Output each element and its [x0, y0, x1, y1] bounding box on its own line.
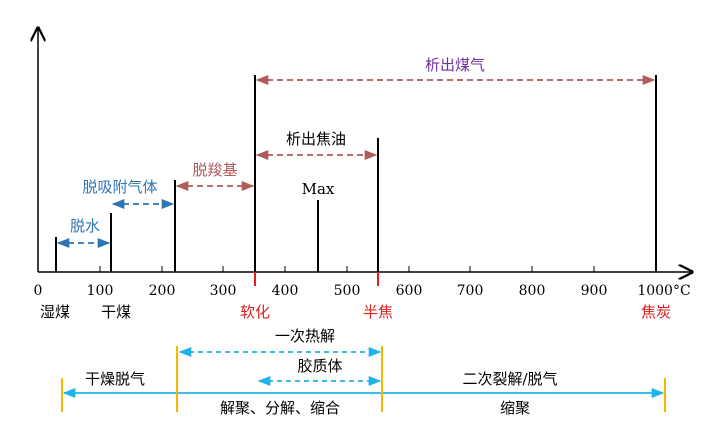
top-arrows — [56, 74, 656, 249]
stage-label: 脱水 — [70, 217, 100, 235]
max-label: Max — [302, 180, 335, 198]
tick-label: 500 — [334, 283, 361, 299]
state-label: 湿煤 — [40, 303, 70, 321]
state-label: 干煤 — [101, 303, 131, 321]
stage-label: 析出煤气 — [425, 56, 485, 74]
tick-label: 800 — [519, 283, 546, 299]
state-label: 焦炭 — [641, 303, 671, 321]
state-label: 软化 — [240, 303, 270, 321]
tick-label: 700 — [457, 283, 484, 299]
tick-label: 600 — [396, 283, 423, 299]
tick-label: 300 — [210, 283, 237, 299]
stage-lines — [55, 75, 657, 286]
stage-label: 胶质体 — [297, 357, 342, 375]
stage-label: 缩聚 — [500, 399, 530, 417]
stage-label: 脱羧基 — [192, 161, 237, 179]
stage-label: 干燥脱气 — [85, 370, 145, 388]
tick-label: 100 — [87, 283, 114, 299]
stage-label: 一次热解 — [275, 327, 335, 345]
tick-label: 1000°C — [637, 283, 690, 299]
tick-labels: 0 100 200 300 400 500 600 700 800 900 10… — [34, 283, 691, 299]
tick-label: 400 — [272, 283, 299, 299]
axes — [38, 28, 692, 272]
state-label: 半焦 — [363, 303, 393, 321]
stage-label: 二次裂解/脱气 — [462, 370, 557, 388]
stage-label: 析出焦油 — [286, 130, 346, 148]
stage-label: 脱吸附气体 — [82, 178, 157, 196]
stage-label: 解聚、分解、缩合 — [220, 399, 340, 417]
bottom-arrows — [61, 346, 666, 412]
tick-label: 0 — [34, 283, 43, 299]
tick-label: 900 — [581, 283, 608, 299]
tick-label: 200 — [149, 283, 176, 299]
